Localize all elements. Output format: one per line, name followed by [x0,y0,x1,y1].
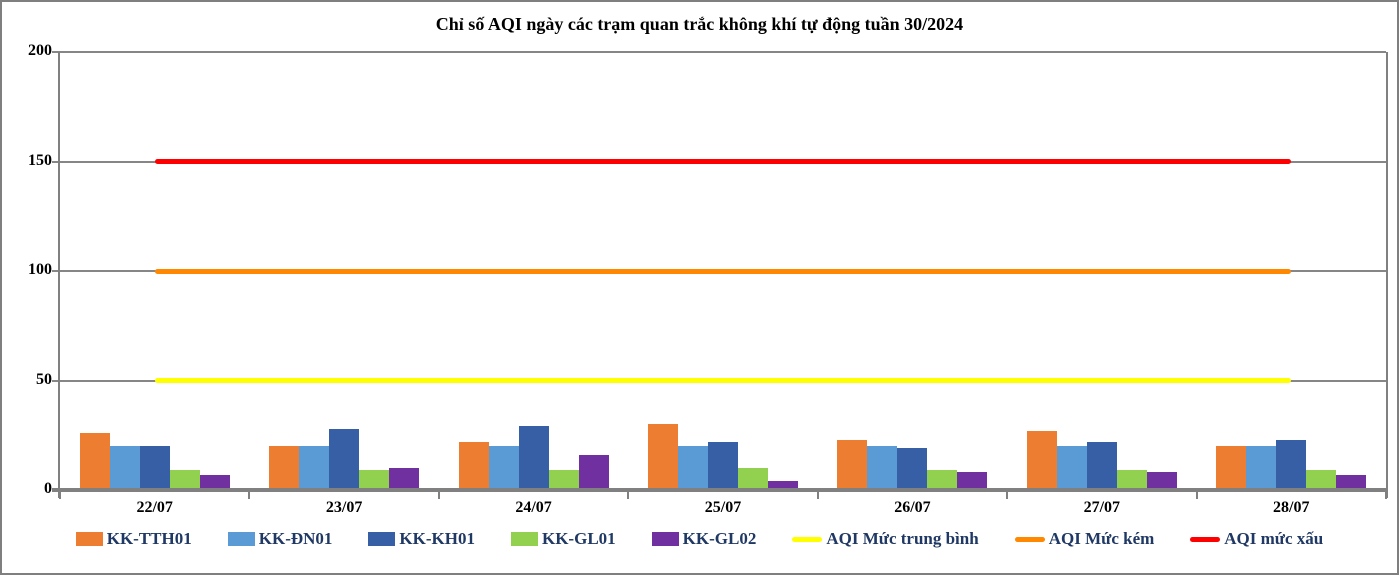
legend-label: KK-GL01 [541,529,616,548]
x-axis-category-label: 25/07 [704,499,742,516]
bar-KK-TTH01 [458,441,489,490]
bar-KK-GL01 [359,470,390,490]
legend-label: AQI Mức kém [1048,529,1155,548]
y-axis [58,52,60,498]
x-axis-category-label: 23/07 [325,499,363,516]
legend-label: AQI mức xấu [1224,529,1324,548]
legend-line-swatch [1014,536,1045,542]
bar-KK-ĐN01 [299,446,330,490]
bar-KK-TTH01 [79,433,110,490]
bar-KK-ĐN01 [1056,446,1087,490]
legend-item-KK-KH01: KK-KH01 [368,529,475,549]
bar-KK-ĐN01 [678,446,708,490]
legend-color-swatch [227,532,255,546]
legend-label: KK-ĐN01 [258,529,333,548]
y-axis-tick-label: 50 [36,370,52,388]
bar-KK-KH01 [897,448,928,490]
legend-color-swatch [368,532,396,546]
legend-label: KK-GL02 [682,529,757,548]
bar-KK-GL01 [1306,470,1337,490]
bar-KK-GL02 [578,454,609,490]
bar-KK-KH01 [1086,441,1117,490]
legend-label: KK-KH01 [399,529,475,548]
bar-KK-KH01 [1276,439,1307,490]
y-axis-tick-label: 200 [28,42,52,59]
x-axis-tick [627,492,630,499]
legend-color-swatch [510,532,538,546]
bar-KK-KH01 [518,426,549,490]
bar-KK-GL01 [169,470,200,490]
bar-KK-GL01 [548,470,579,490]
x-axis-tick [1195,492,1198,499]
bar-KK-TTH01 [1026,430,1057,490]
plot-right-border [1386,52,1388,498]
x-axis [52,488,1388,492]
x-axis-category-label: 22/07 [136,499,173,516]
bar-KK-KH01 [708,441,738,490]
y-axis-tick-label: 0 [44,480,52,497]
threshold-line-100 [154,268,1292,274]
bar-KK-ĐN01 [1246,446,1277,490]
bar-KK-GL02 [1146,472,1177,490]
x-axis-tick [59,492,61,499]
bar-KK-TTH01 [648,424,678,490]
x-axis-category-label: 24/07 [515,499,552,516]
legend-line-swatch [1190,536,1221,542]
x-axis-tick [1006,492,1009,499]
bar-KK-GL02 [768,481,798,490]
threshold-line-150 [154,159,1292,164]
bar-KK-ĐN01 [867,446,898,490]
x-axis-category-label: 26/07 [894,499,931,516]
bar-KK-TTH01 [269,446,300,490]
legend-label: KK-TTH01 [106,529,192,548]
bar-KK-TTH01 [1216,446,1247,490]
x-axis-tick [248,492,251,499]
chart-title: Chỉ số AQI ngày các trạm quan trắc không… [435,14,964,34]
bar-KK-KH01 [139,446,170,490]
bar-KK-GL02 [957,472,988,490]
legend-item-50: AQI Mức trung bình [792,529,979,549]
x-axis-category-label: 27/07 [1083,499,1121,516]
legend-line-swatch [792,536,823,542]
legend-color-swatch [651,532,679,546]
bar-KK-GL01 [738,468,768,490]
bar-KK-GL02 [199,474,230,490]
y-axis-tick-label: 150 [28,151,52,169]
legend-item-KK-TTH01: KK-TTH01 [75,529,192,549]
x-axis-tick [437,492,440,499]
bar-KK-GL01 [1116,470,1147,490]
x-axis-tick [1385,492,1387,499]
x-axis-tick [816,492,819,499]
bar-KK-ĐN01 [488,446,519,490]
gridline [52,51,1386,53]
legend-item-KK-GL01: KK-GL01 [510,529,616,549]
legend-item-150: AQI mức xấu [1190,529,1323,549]
bar-KK-ĐN01 [109,446,140,490]
bar-KK-GL01 [927,470,958,490]
legend-color-swatch [75,532,103,546]
legend-label: AQI Mức trung bình [826,529,979,548]
bar-KK-TTH01 [837,439,868,490]
bar-KK-GL02 [1336,474,1367,490]
bar-KK-KH01 [329,428,360,490]
legend-item-KK-ĐN01: KK-ĐN01 [227,529,333,549]
legend-item-100: AQI Mức kém [1014,529,1155,549]
y-axis-tick-label: 100 [28,261,52,278]
x-axis-category-label: 28/07 [1273,499,1310,516]
bar-KK-GL02 [389,468,420,490]
threshold-line-50 [154,378,1292,383]
legend: KK-TTH01 KK-ĐN01 KK-KH01 KK-GL01 KK-GL02 AQI … [2,529,1397,549]
legend-item-KK-GL02: KK-GL02 [651,529,757,549]
